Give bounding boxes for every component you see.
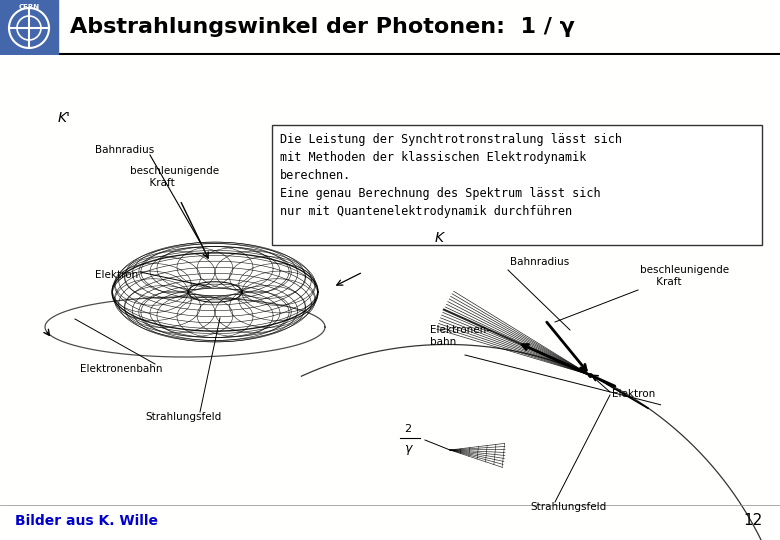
Text: beschleunigende
      Kraft: beschleunigende Kraft [130,166,219,188]
Text: Strahlungsfeld: Strahlungsfeld [530,502,606,512]
Text: Strahlungsfeld: Strahlungsfeld [145,412,222,422]
Text: beschleunigende
     Kraft: beschleunigende Kraft [640,265,729,287]
Text: K: K [435,231,444,245]
Text: Bahnradius: Bahnradius [95,145,154,155]
Text: γ: γ [404,442,412,455]
Text: 12: 12 [744,513,763,528]
Text: Elektronenbahn: Elektronenbahn [80,364,162,374]
Text: Die Leistung der Synchtrotronstralung lässt sich
mit Methoden der klassischen El: Die Leistung der Synchtrotronstralung lä… [280,133,622,218]
Text: Bahnradius: Bahnradius [510,257,569,267]
Text: 2: 2 [405,424,412,434]
Text: K': K' [58,111,71,125]
Bar [0,0,58,55]
Text: Abstrahlungswinkel der Photonen:  1 / γ: Abstrahlungswinkel der Photonen: 1 / γ [70,17,575,37]
Text: Elektron: Elektron [95,270,138,280]
Text: Elektron: Elektron [612,389,655,399]
Text: CERN: CERN [19,4,40,10]
Text: Bilder aus K. Wille: Bilder aus K. Wille [15,514,158,528]
Bar [272,125,762,245]
Text: Elektronen–
bahn: Elektronen– bahn [430,326,491,347]
